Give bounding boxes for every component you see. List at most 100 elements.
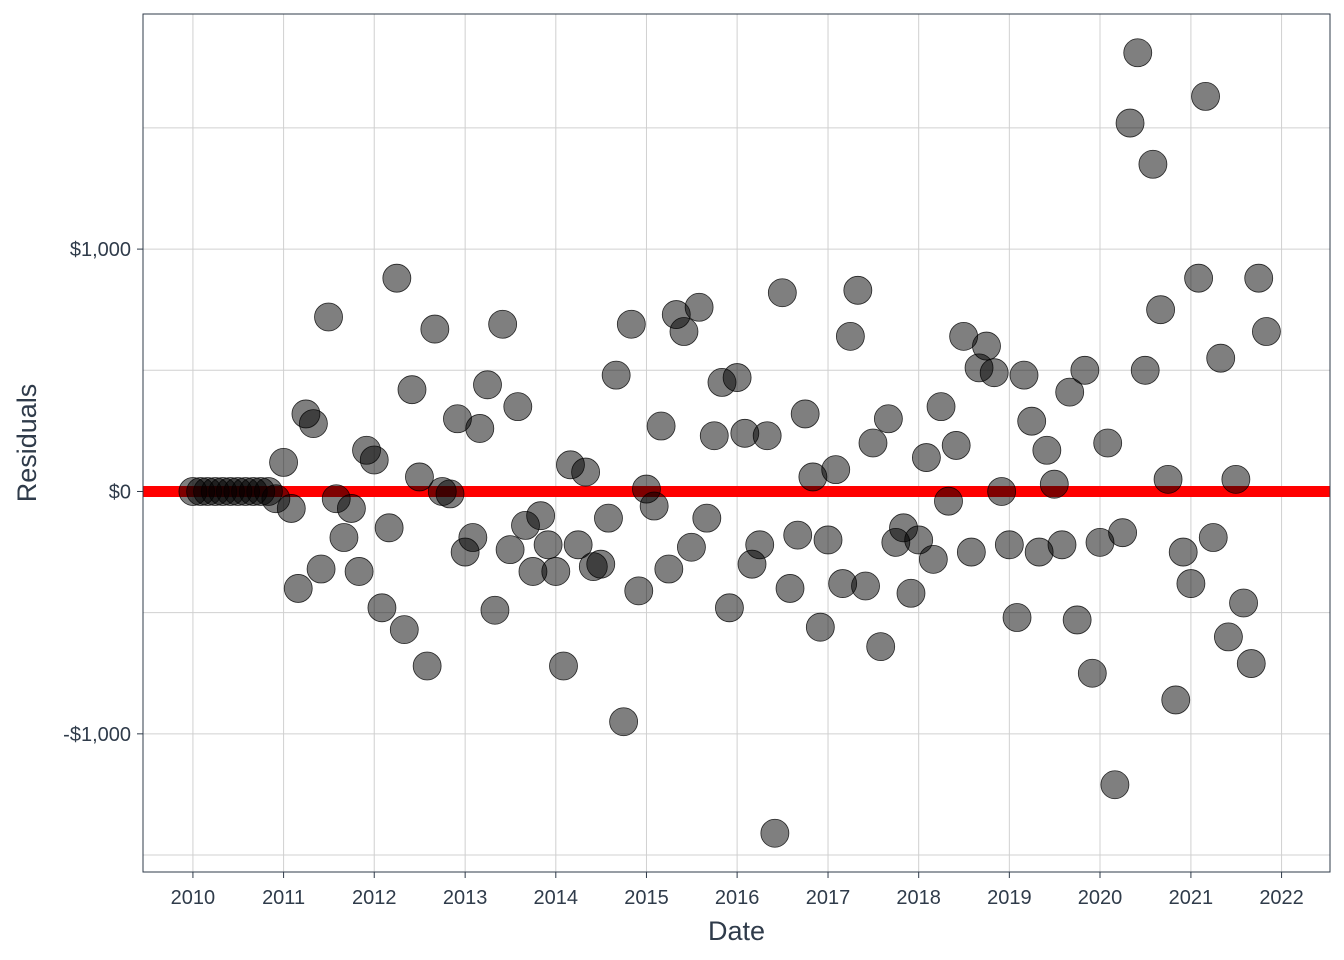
x-tick-label: 2018 <box>896 887 941 909</box>
residual-point <box>1229 588 1258 618</box>
x-tick-label: 2015 <box>624 887 669 909</box>
y-axis-ticks: -$1,000 $0 $1,000 <box>63 239 143 746</box>
residual-point <box>1070 355 1100 385</box>
residual-point <box>458 523 488 552</box>
x-tick-label: 2010 <box>171 887 216 909</box>
residual-point <box>866 632 896 661</box>
residual-point <box>904 525 934 555</box>
residual-point <box>1184 263 1214 293</box>
residual-point <box>503 392 533 422</box>
residual-point <box>1252 317 1281 346</box>
residual-point <box>639 491 669 521</box>
residual-point <box>586 549 616 579</box>
residual-point <box>571 457 601 487</box>
residual-point <box>488 309 518 339</box>
residual-point <box>465 414 495 443</box>
residual-point <box>367 593 397 623</box>
residual-point <box>1115 108 1145 138</box>
residual-point <box>1002 603 1032 632</box>
residual-point <box>616 309 646 339</box>
residual-point <box>1093 428 1123 458</box>
residual-point <box>405 462 434 492</box>
residual-point <box>972 331 1001 361</box>
residual-point <box>624 576 654 606</box>
residual-point <box>298 409 328 439</box>
residual-point <box>1161 685 1191 715</box>
residual-point <box>1077 658 1107 688</box>
residual-point <box>314 302 343 332</box>
residual-point <box>329 523 359 552</box>
residual-point <box>669 317 699 346</box>
residual-point <box>1146 295 1176 325</box>
residual-point <box>601 360 631 390</box>
residual-point <box>1236 649 1266 678</box>
residual-point <box>1017 406 1047 436</box>
x-tick-label: 2013 <box>443 887 488 909</box>
residual-point <box>473 370 502 400</box>
x-tick-label: 2016 <box>715 887 760 909</box>
residual-point <box>926 392 956 422</box>
panel-border <box>142 13 1331 873</box>
residual-point <box>412 651 442 681</box>
x-tick-label: 2017 <box>806 887 851 909</box>
x-tick-label: 2022 <box>1259 887 1304 909</box>
y-tick-label: $1,000 <box>70 239 131 261</box>
residual-point <box>934 486 963 516</box>
residual-point <box>896 578 926 608</box>
residual-point <box>1039 469 1069 499</box>
residual-point <box>790 399 820 429</box>
residual-point <box>276 494 306 523</box>
residual-point <box>480 595 510 625</box>
residual-point <box>821 455 851 485</box>
residual-point <box>435 479 465 509</box>
residual-point <box>1176 569 1206 598</box>
residual-point <box>654 554 684 584</box>
residual-point <box>609 707 639 737</box>
residual-point <box>526 501 556 531</box>
residual-point <box>767 278 797 308</box>
x-tick-label: 2012 <box>352 887 397 909</box>
residual-point <box>397 375 427 405</box>
residual-point <box>306 554 336 584</box>
residual-point <box>760 818 790 848</box>
residual-point <box>1009 360 1039 390</box>
residual-point <box>269 447 298 477</box>
residual-point <box>835 321 865 351</box>
residual-point <box>1206 343 1236 373</box>
residual-point <box>1168 537 1198 567</box>
residual-point <box>1221 464 1251 494</box>
residual-point <box>775 574 805 603</box>
y-tick-label: $0 <box>109 481 131 503</box>
x-tick-label: 2014 <box>534 887 579 909</box>
residual-point <box>752 421 782 451</box>
residual-point <box>994 530 1024 560</box>
residual-point <box>715 593 744 623</box>
residual-point <box>1047 530 1077 560</box>
residual-point <box>541 557 571 586</box>
data-points <box>178 38 1281 848</box>
y-tick-label: -$1,000 <box>63 724 131 746</box>
residual-point <box>374 513 404 543</box>
residual-point <box>1244 263 1274 293</box>
residual-point <box>1153 464 1183 494</box>
residual-point <box>336 494 366 523</box>
residual-point <box>911 443 941 472</box>
x-axis-title: Date <box>708 916 765 946</box>
residual-point <box>722 363 752 392</box>
residual-point <box>873 404 903 434</box>
residual-point <box>979 358 1009 388</box>
residual-point <box>1032 435 1062 465</box>
residual-point <box>646 411 676 441</box>
residual-point <box>420 314 450 344</box>
residual-point <box>283 574 313 603</box>
residual-point <box>1055 377 1085 407</box>
residual-point <box>389 615 419 645</box>
x-axis-ticks: 2010 2011 2012 2013 2014 2015 2016 2017 2018 2019… <box>171 872 1304 909</box>
residual-point <box>692 503 722 533</box>
residual-point <box>533 530 563 560</box>
residual-point <box>1198 523 1228 552</box>
residual-point <box>956 537 986 567</box>
residual-point <box>684 292 714 322</box>
